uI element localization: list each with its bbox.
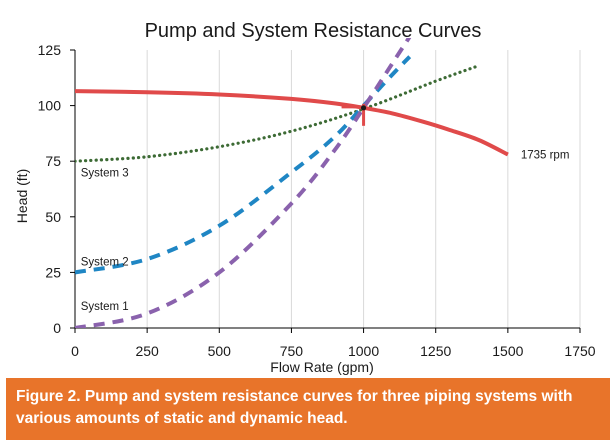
annotations: 1735 rpm System 3 System 2 System 1	[81, 150, 570, 313]
figure-caption: Figure 2. Pump and system resistance cur…	[16, 388, 573, 427]
caption-box: Figure 2. Pump and system resistance cur…	[6, 378, 610, 440]
series-label: 1735 rpm	[521, 150, 570, 162]
chart-title: Pump and System Resistance Curves	[145, 20, 482, 42]
series-label: System 3	[81, 167, 129, 179]
x-tick-label: 1500	[492, 343, 523, 359]
y-tick-label: 25	[45, 264, 61, 280]
y-tick-label: 75	[45, 153, 61, 169]
series-line-system-3	[75, 63, 481, 163]
x-tick-label: 1000	[348, 343, 379, 359]
y-tick-label: 100	[38, 98, 62, 114]
x-tick-label: 750	[280, 343, 304, 359]
x-tick-label: 1750	[564, 343, 595, 359]
x-tick-label: 1250	[420, 343, 451, 359]
x-tick-label: 250	[135, 343, 159, 359]
series-label: System 2	[81, 256, 129, 268]
series-label: System 1	[81, 301, 129, 313]
series-line-system-1	[75, 38, 412, 328]
y-tick-label: 0	[53, 320, 61, 336]
series-line-system-2	[75, 55, 412, 275]
grid	[146, 50, 581, 328]
y-tick-label: 50	[45, 209, 61, 225]
series-group	[75, 38, 509, 328]
y-tick-label: 125	[38, 42, 62, 58]
x-tick-label: 0	[71, 343, 79, 359]
x-axis-label: Flow Rate (gpm)	[270, 359, 373, 375]
x-tick-label: 500	[208, 343, 232, 359]
operating-point	[360, 105, 367, 111]
chart: Pump and System Resistance Curves 0 25 50 7…	[14, 20, 596, 375]
y-axis-label: Head (ft)	[14, 169, 30, 223]
